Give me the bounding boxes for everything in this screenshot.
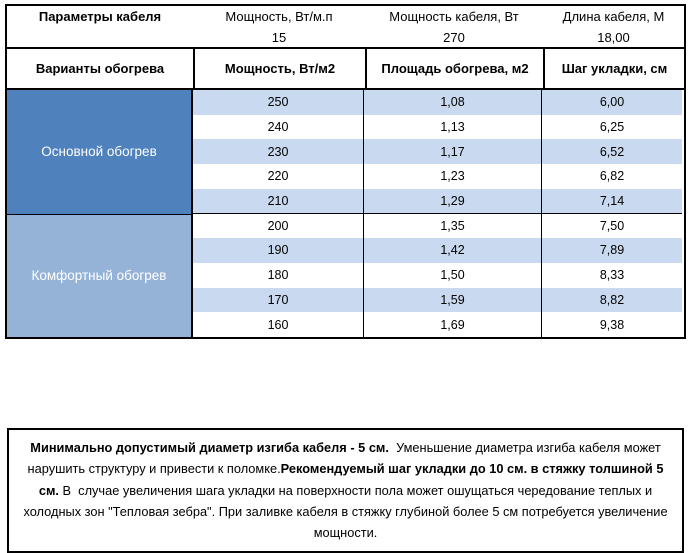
group-comfort-heating: Комфортный обогрев [7, 213, 191, 337]
table-cell: 6,52 [541, 139, 682, 165]
params-section: Параметры кабеля Мощность, Вт/м.п Мощнос… [7, 6, 684, 49]
table-cell: 1,42 [363, 238, 541, 263]
table-cell: 1,08 [363, 90, 541, 115]
table-cell: 7,14 [541, 188, 682, 214]
table-cell: 6,25 [541, 114, 682, 140]
table-cell: 230 [193, 139, 363, 165]
table-cell: 7,89 [541, 238, 682, 263]
table-header-row: Варианты обогрева Мощность, Вт/м2 Площад… [7, 49, 684, 90]
table-cell: 7,50 [541, 213, 682, 239]
header-power: Мощность, Вт/м2 [193, 49, 365, 88]
data-rows: 250 1,08 6,00 240 1,13 6,25 230 1,17 6,5… [193, 90, 682, 337]
table-body: Основной обогрев Комфортный обогрев 250 … [7, 90, 684, 337]
table-cell: 220 [267, 169, 289, 184]
table-cell: 8,33 [541, 262, 682, 288]
table-cell: 6,00 [541, 90, 682, 115]
table-cell: 6,82 [541, 164, 682, 189]
cable-power-value: 270 [443, 29, 465, 45]
table-cell: 200 [193, 213, 363, 238]
table-cell: 1,59 [363, 287, 541, 313]
table-cell: 1,23 [363, 164, 541, 189]
table-cell: 1,17 [363, 139, 541, 165]
installation-note: Минимально допустимый диаметр изгиба каб… [7, 428, 684, 553]
table-cell: 210 [193, 188, 363, 214]
cable-length-value: 18,00 [597, 29, 630, 45]
power-per-meter-label: Мощность, Вт/м.п [225, 9, 333, 24]
table-cell: 240 [267, 120, 289, 135]
header-variants: Варианты обогрева [35, 61, 165, 76]
header-step: Шаг укладки, см [543, 49, 684, 88]
table-cell: 1,13 [363, 114, 541, 140]
table-cell: 1,29 [363, 188, 541, 214]
table-cell: 170 [193, 287, 363, 313]
table-cell: 1,69 [363, 312, 541, 337]
table-cell: 1,50 [363, 262, 541, 288]
table-cell: 1,35 [363, 213, 541, 239]
cable-power-label: Мощность кабеля, Вт [389, 9, 519, 24]
group-main-heating: Основной обогрев [7, 90, 191, 214]
header-area: Площадь обогрева, м2 [365, 49, 543, 88]
params-title: Параметры кабеля [38, 9, 162, 24]
table-cell: 9,38 [541, 312, 682, 337]
cable-parameters-table: Параметры кабеля Мощность, Вт/м.п Мощнос… [5, 4, 686, 339]
table-cell: 180 [267, 268, 289, 283]
power-per-meter-value: 15 [271, 29, 287, 45]
heating-group-column: Основной обогрев Комфортный обогрев [7, 90, 193, 337]
cable-length-label: Длина кабеля, М [562, 9, 665, 24]
table-cell: 190 [193, 238, 363, 263]
table-cell: 8,82 [541, 287, 682, 313]
table-cell: 250 [193, 90, 363, 115]
table-cell: 160 [267, 317, 289, 332]
empty-cell [7, 27, 193, 47]
